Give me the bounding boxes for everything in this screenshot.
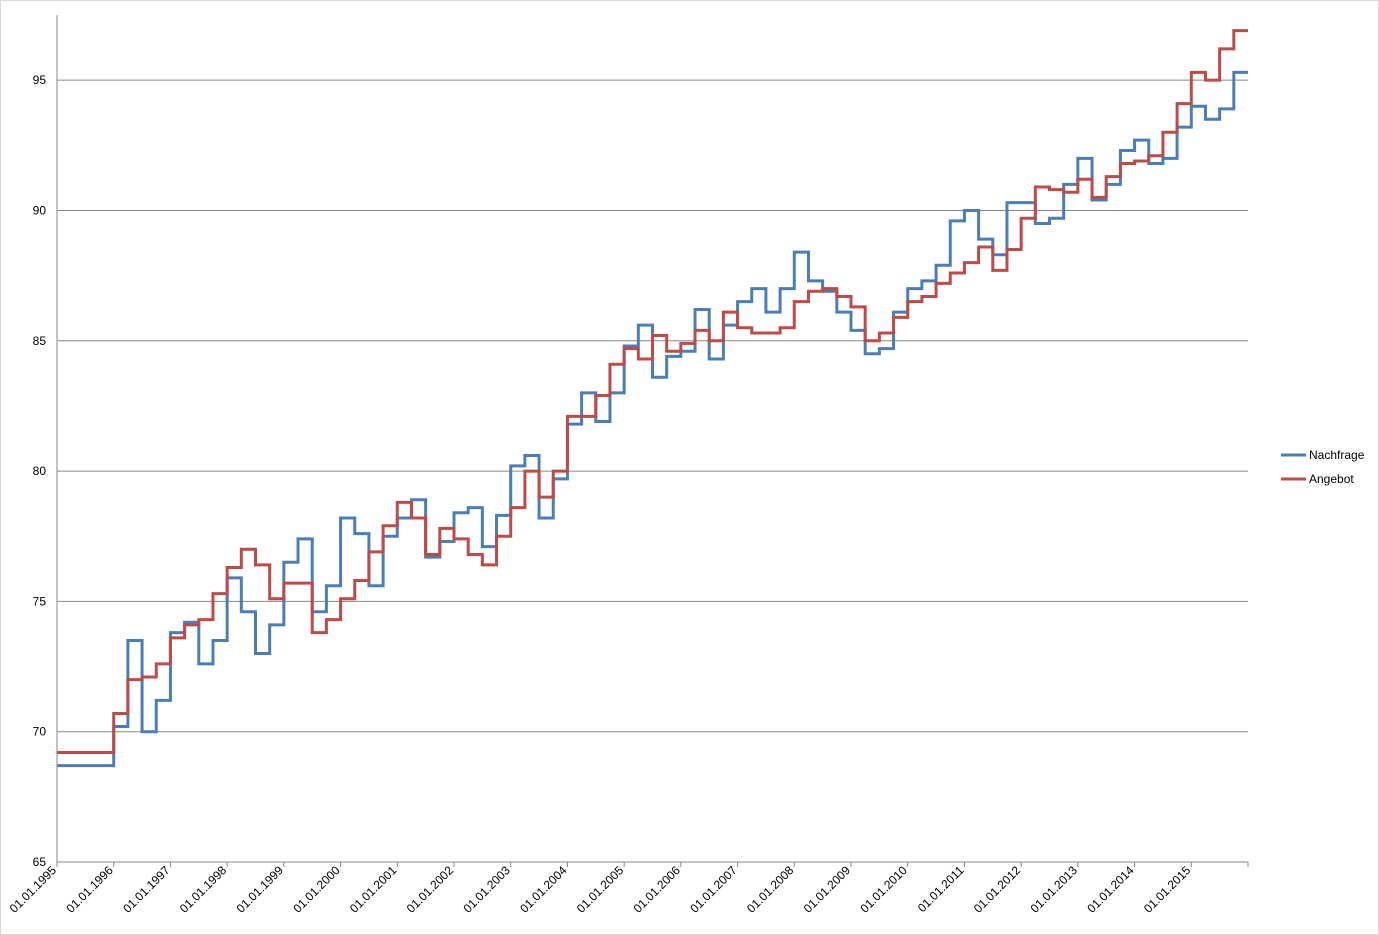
x-tick-label: 01.01.1997 bbox=[120, 863, 173, 916]
x-tick-label: 01.01.1998 bbox=[177, 863, 230, 916]
legend: Nachfrage Angebot bbox=[1281, 448, 1365, 486]
gridlines bbox=[57, 79, 1248, 733]
y-axis-tick-labels: 65 70 75 80 85 90 95 bbox=[33, 73, 47, 869]
x-tick-label: 01.01.2013 bbox=[1028, 863, 1081, 916]
x-tick-label: 01.01.2000 bbox=[290, 863, 343, 916]
x-tick-label: 01.01.2015 bbox=[1141, 863, 1194, 916]
x-tick-label: 01.01.2007 bbox=[687, 863, 740, 916]
x-tick-label: 01.01.2008 bbox=[744, 863, 797, 916]
y-tick-label: 70 bbox=[33, 725, 47, 739]
x-tick-label: 01.01.2006 bbox=[631, 863, 684, 916]
y-tick-label: 85 bbox=[33, 334, 47, 348]
x-tick-label: 01.01.2011 bbox=[915, 863, 967, 915]
y-tick-label: 80 bbox=[33, 464, 47, 478]
x-tick-label: 01.01.2004 bbox=[517, 863, 570, 916]
y-tick-label: 95 bbox=[33, 73, 47, 87]
x-tick-label: 01.01.2005 bbox=[574, 863, 627, 916]
x-tick-label: 01.01.2002 bbox=[404, 863, 457, 916]
legend-label-angebot: Angebot bbox=[1309, 472, 1354, 486]
x-tick-label: 01.01.2001 bbox=[347, 863, 400, 916]
x-tick-label: 01.01.1999 bbox=[234, 863, 287, 916]
series-line-nachfrage bbox=[57, 70, 1248, 768]
axes bbox=[56, 15, 1249, 867]
series-layer bbox=[57, 29, 1248, 768]
x-tick-label: 01.01.1996 bbox=[63, 863, 116, 916]
series-line-angebot bbox=[57, 29, 1248, 755]
x-axis-tick-labels: 01.01.1995 01.01.1996 01.01.1997 01.01.1998… bbox=[7, 863, 1194, 916]
legend-label-nachfrage: Nachfrage bbox=[1309, 448, 1365, 462]
x-tick-label: 01.01.2010 bbox=[857, 863, 910, 916]
x-tick-label: 01.01.2009 bbox=[801, 863, 854, 916]
y-tick-label: 75 bbox=[33, 594, 47, 608]
x-tick-label: 01.01.2012 bbox=[971, 863, 1024, 916]
x-tick-label: 01.01.2003 bbox=[460, 863, 513, 916]
y-tick-label: 65 bbox=[33, 855, 47, 869]
y-tick-label: 90 bbox=[33, 203, 47, 217]
x-tick-label: 01.01.1995 bbox=[7, 863, 60, 916]
x-tick-label: 01.01.2014 bbox=[1084, 863, 1137, 916]
